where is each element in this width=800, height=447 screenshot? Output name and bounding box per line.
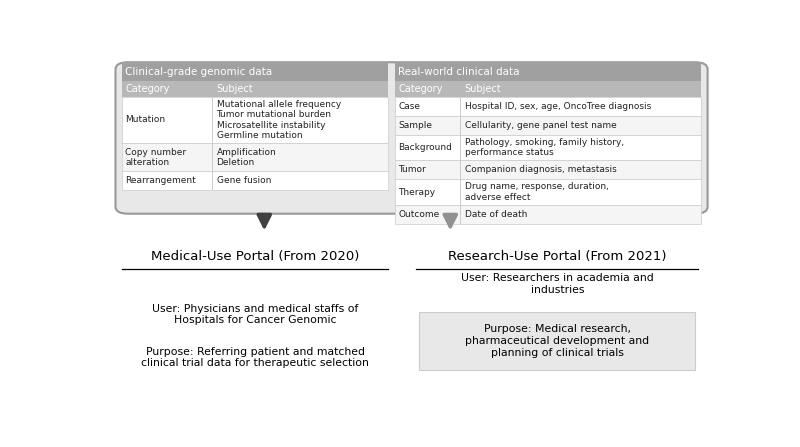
Bar	[394, 62, 702, 81]
Text: Subject: Subject	[217, 84, 253, 94]
Text: Background: Background	[398, 143, 452, 152]
Text: Drug name, response, duration,
adverse effect: Drug name, response, duration, adverse e…	[465, 182, 609, 202]
Bar	[459, 116, 461, 135]
Bar	[122, 143, 388, 171]
Bar	[394, 81, 702, 97]
Text: Research-Use Portal (From 2021): Research-Use Portal (From 2021)	[448, 250, 666, 263]
Text: Mutation: Mutation	[126, 115, 166, 124]
Bar	[211, 171, 213, 190]
Text: Date of death: Date of death	[465, 210, 527, 219]
Text: User: Researchers in academia and
industries: User: Researchers in academia and indust…	[461, 274, 654, 295]
Bar	[122, 97, 388, 143]
Text: Companion diagnosis, metastasis: Companion diagnosis, metastasis	[465, 165, 616, 174]
Text: Subject: Subject	[465, 84, 501, 94]
Text: Purpose: Medical research,
pharmaceutical development and
planning of clinical t: Purpose: Medical research, pharmaceutica…	[465, 325, 650, 358]
Bar	[459, 97, 461, 116]
Text: Clinical-grade genomic data: Clinical-grade genomic data	[126, 67, 273, 77]
Text: Pathology, smoking, family history,
performance status: Pathology, smoking, family history, perf…	[465, 138, 624, 157]
Text: Rearrangement: Rearrangement	[126, 176, 196, 186]
FancyBboxPatch shape	[115, 62, 708, 214]
Bar	[122, 81, 388, 97]
Text: Copy number
alteration: Copy number alteration	[126, 148, 186, 167]
Text: Gene fusion: Gene fusion	[217, 176, 271, 186]
Text: Cellularity, gene panel test name: Cellularity, gene panel test name	[465, 121, 616, 130]
Text: Purpose: Referring patient and matched
clinical trial data for therapeutic selec: Purpose: Referring patient and matched c…	[141, 346, 369, 368]
Bar	[211, 97, 213, 143]
Text: Outcome: Outcome	[398, 210, 439, 219]
Text: Mutational allele frequency
Tumor mutational burden
Microsatellite instability
G: Mutational allele frequency Tumor mutati…	[217, 100, 341, 140]
Text: User: Physicians and medical staffs of
Hospitals for Cancer Genomic: User: Physicians and medical staffs of H…	[152, 304, 358, 325]
Text: Category: Category	[126, 84, 170, 94]
Bar	[394, 116, 702, 135]
Bar	[459, 205, 461, 224]
Bar	[394, 135, 702, 160]
Bar	[394, 97, 702, 116]
Bar	[211, 143, 213, 171]
Bar	[394, 205, 702, 224]
Bar	[394, 179, 702, 205]
Text: Therapy: Therapy	[398, 188, 435, 197]
Text: Sample: Sample	[398, 121, 432, 130]
Bar	[122, 62, 388, 81]
Bar	[394, 160, 702, 179]
Text: Hospital ID, sex, age, OncoTree diagnosis: Hospital ID, sex, age, OncoTree diagnosi…	[465, 101, 651, 110]
Text: Case: Case	[398, 101, 420, 110]
Bar	[459, 160, 461, 179]
Text: Category: Category	[398, 84, 442, 94]
Bar	[459, 179, 461, 205]
Text: Amplification
Deletion: Amplification Deletion	[217, 148, 276, 167]
Bar	[419, 312, 695, 370]
Bar	[459, 135, 461, 160]
Text: Medical-Use Portal (From 2020): Medical-Use Portal (From 2020)	[151, 250, 359, 263]
Bar	[122, 171, 388, 190]
Text: Tumor: Tumor	[398, 165, 426, 174]
Text: Real-world clinical data: Real-world clinical data	[398, 67, 520, 77]
